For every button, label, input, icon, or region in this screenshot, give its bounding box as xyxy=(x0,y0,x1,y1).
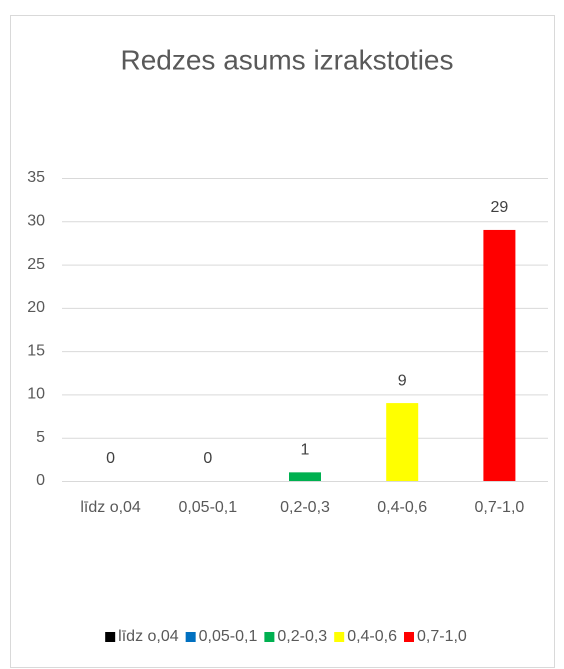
legend-label: līdz o,04 xyxy=(118,628,179,645)
y-tick-label: 10 xyxy=(27,386,45,403)
data-label: 0 xyxy=(106,450,115,467)
y-tick-label: 5 xyxy=(36,429,45,446)
chart-frame xyxy=(10,15,555,668)
legend-swatch xyxy=(404,632,415,642)
x-tick-label: līdz o,04 xyxy=(80,499,141,516)
y-tick-label: 35 xyxy=(27,169,45,186)
y-tick-label: 25 xyxy=(27,256,45,273)
y-tick-label: 20 xyxy=(27,299,45,316)
x-tick-label: 0,05-0,1 xyxy=(178,499,237,516)
data-label: 0 xyxy=(203,450,212,467)
legend-label: 0,2-0,3 xyxy=(277,628,327,645)
y-tick-label: 15 xyxy=(27,342,45,359)
bar xyxy=(483,229,516,481)
legend-label: 0,4-0,6 xyxy=(347,628,397,645)
data-label: 9 xyxy=(398,372,407,389)
chart-title: Redzes asums izrakstoties xyxy=(120,44,453,75)
data-label: 29 xyxy=(491,199,509,216)
bar xyxy=(386,403,419,481)
legend-label: 0,05-0,1 xyxy=(199,628,258,645)
x-tick-label: 0,4-0,6 xyxy=(377,499,427,516)
legend-swatch xyxy=(185,632,196,642)
legend-swatch xyxy=(334,632,345,642)
x-tick-label: 0,7-1,0 xyxy=(474,499,524,516)
y-tick-label: 0 xyxy=(36,472,45,489)
x-tick-label: 0,2-0,3 xyxy=(280,499,330,516)
legend-swatch xyxy=(264,632,275,642)
bar xyxy=(289,472,321,481)
y-tick-label: 30 xyxy=(27,213,45,230)
legend-label: 0,7-1,0 xyxy=(417,628,467,645)
legend-swatch xyxy=(105,632,116,642)
data-label: 1 xyxy=(301,442,310,459)
